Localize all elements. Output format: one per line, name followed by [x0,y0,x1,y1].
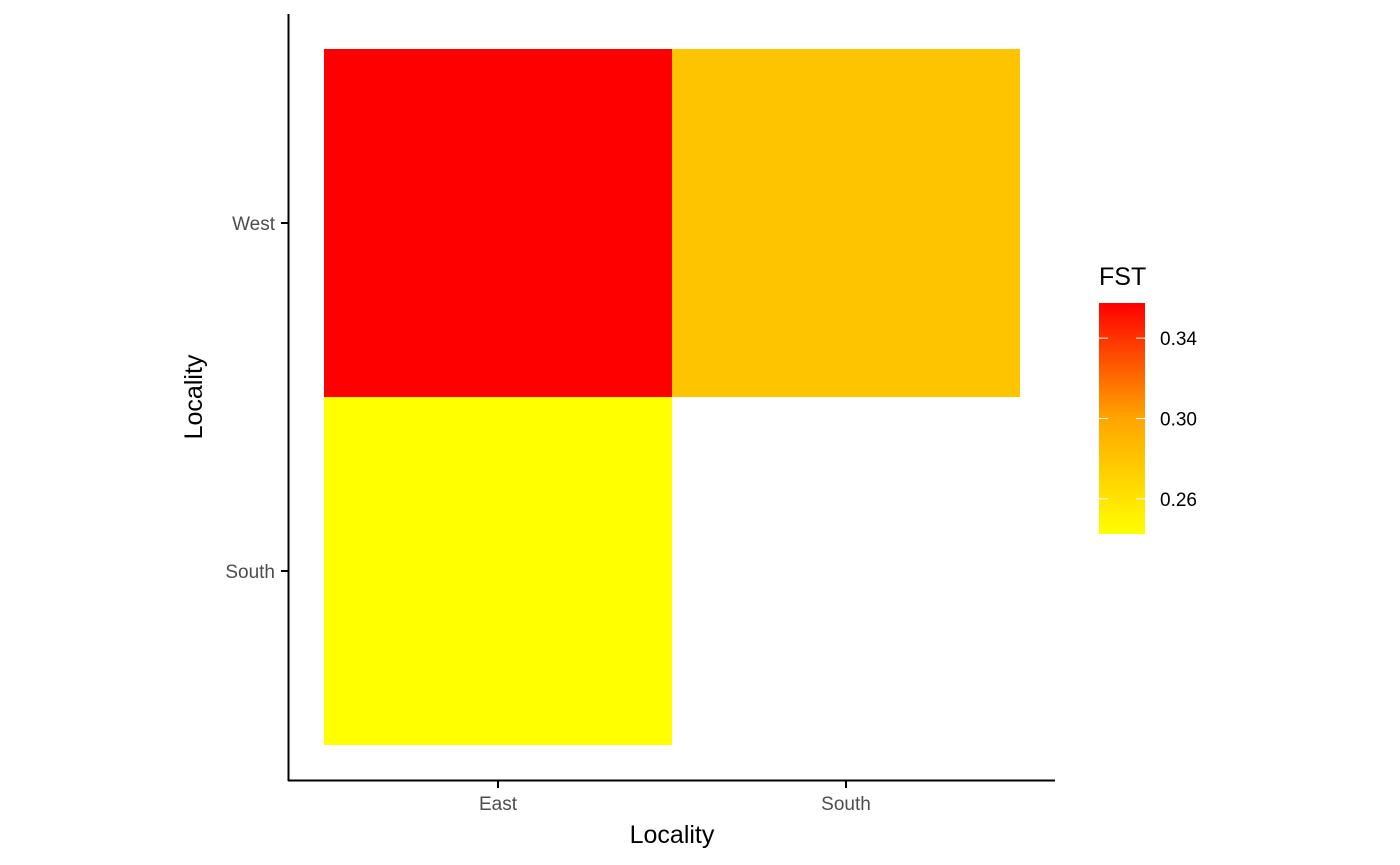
x-tick-label: South [821,794,871,815]
legend: FST 0.26 0.30 0.34 [1099,263,1197,534]
legend-tick-label: 0.26 [1160,490,1197,511]
heatmap-cell-east-south [324,397,672,745]
x-tick-label: East [479,794,518,815]
x-axis-title: Locality [630,821,715,849]
legend-title: FST [1099,263,1146,291]
y-tick-label: South [225,562,275,583]
y-tick-label: West [232,214,276,235]
y-axis-title: Locality [180,354,208,439]
x-axis-ticks: East South [479,781,871,815]
legend-tick-label: 0.30 [1160,410,1197,431]
heatmap-cell-south-west [672,49,1020,397]
heatmap-cell-east-west [324,49,672,397]
y-axis-ticks: South West [225,214,288,583]
legend-tick-label: 0.34 [1160,329,1197,350]
heatmap-cells [324,49,1020,745]
legend-ticks: 0.26 0.30 0.34 [1099,329,1197,511]
